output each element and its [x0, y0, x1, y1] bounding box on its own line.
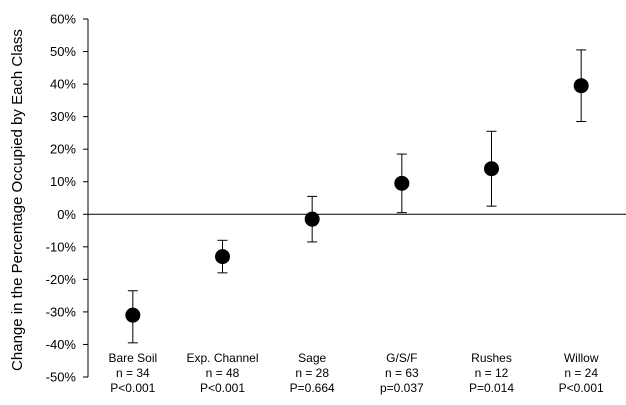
x-category-p-label: P<0.001 — [559, 381, 604, 395]
y-tick-label: -40% — [46, 337, 77, 352]
x-category-label: Sage — [298, 351, 326, 365]
data-point — [573, 78, 589, 94]
data-point — [484, 161, 499, 177]
x-category-label: Rushes — [471, 351, 512, 365]
data-point — [394, 175, 410, 191]
y-tick-label: -10% — [46, 239, 77, 254]
y-ticks-layer: -50% -40% -30% -20% -10% 0% 10% 20% 30% 40% 50% 60% — [46, 12, 88, 385]
x-category-n-label: n = 28 — [295, 366, 329, 380]
x-category-n-label: n = 24 — [564, 366, 598, 380]
y-tick-label: 20% — [50, 142, 76, 157]
y-tick-label: 50% — [50, 44, 76, 59]
errorbars-layer — [127, 49, 587, 344]
y-axis-label-group: Change in the Percentage Occupied by Eac… — [9, 29, 26, 371]
y-tick-label: -30% — [46, 304, 77, 319]
x-category-n-label: n = 34 — [116, 366, 150, 380]
data-point — [304, 211, 320, 227]
x-category-label: Bare Soil — [108, 351, 157, 365]
y-tick-label: 0% — [57, 207, 76, 222]
x-category-p-label: P<0.001 — [110, 381, 155, 395]
y-tick-label: -20% — [46, 272, 77, 287]
x-category-p-label: P=0.664 — [290, 381, 335, 395]
x-category-p-label: p=0.037 — [380, 381, 424, 395]
data-point — [125, 307, 141, 323]
y-tick-label: 40% — [50, 77, 76, 92]
data-point — [215, 249, 230, 265]
x-category-p-label: P<0.001 — [200, 381, 245, 395]
y-tick-label: -50% — [46, 370, 77, 385]
y-tick-label: 10% — [50, 174, 76, 189]
x-category-p-label: P=0.014 — [469, 381, 514, 395]
x-category-n-label: n = 12 — [475, 366, 509, 380]
y-tick-label: 30% — [50, 109, 76, 124]
y-tick-label: 60% — [50, 12, 76, 27]
points-layer — [125, 78, 589, 323]
x-category-n-label: n = 48 — [206, 366, 240, 380]
x-category-label: G/S/F — [386, 351, 417, 365]
x-category-n-label: n = 63 — [385, 366, 419, 380]
y-axis-label: Change in the Percentage Occupied by Eac… — [9, 29, 26, 371]
axes-layer — [87, 19, 626, 377]
x-category-label: Exp. Channel — [186, 351, 258, 365]
x-category-label: Willow — [564, 351, 599, 365]
